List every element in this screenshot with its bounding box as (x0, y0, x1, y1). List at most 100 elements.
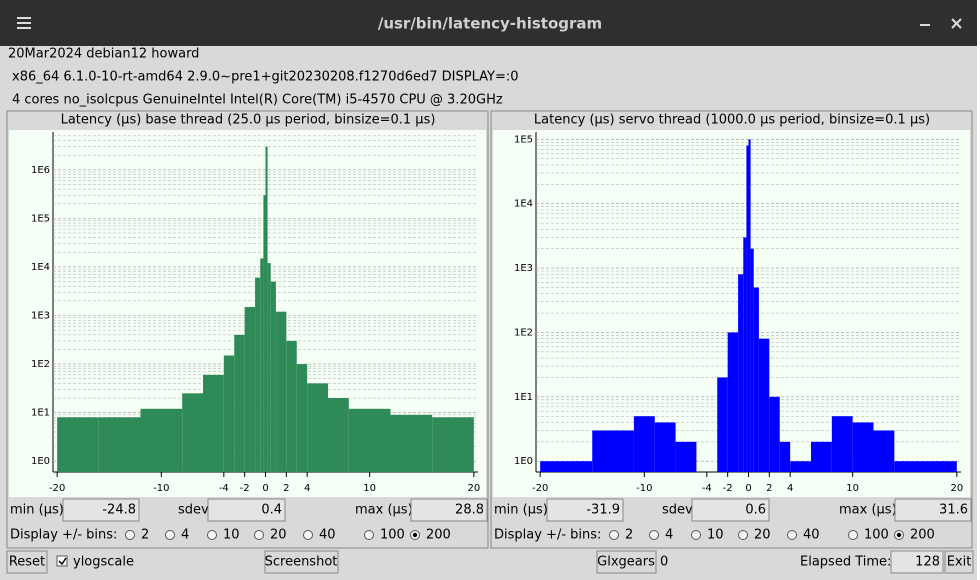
radio-button[interactable] (254, 530, 264, 540)
x-tick-label: 4 (304, 483, 310, 494)
x-tick-label: 0 (262, 483, 268, 494)
histogram-bar (873, 430, 895, 472)
radio-button[interactable] (649, 530, 659, 540)
x-tick-label: -4 (702, 483, 712, 494)
stat-label: min (µs) (494, 503, 548, 518)
stat-value: -24.8 (102, 503, 136, 518)
radio-label[interactable]: 100 (380, 528, 405, 543)
x-tick-label: -20 (532, 483, 548, 494)
stat-label: max (µs) (355, 503, 413, 518)
y-tick-label: 1E1 (31, 408, 50, 419)
histogram-bar (743, 237, 747, 472)
histogram-bar (894, 461, 957, 472)
radio-button[interactable] (165, 530, 175, 540)
y-tick-label: 1E6 (31, 165, 50, 176)
radio-dot (412, 532, 418, 538)
histogram-bar (265, 146, 268, 472)
radio-label[interactable]: 2 (141, 528, 149, 543)
histogram-bar (654, 422, 676, 472)
radio-label[interactable]: 40 (803, 528, 820, 543)
radio-label[interactable]: 40 (319, 528, 336, 543)
button-label[interactable]: Screenshot (265, 555, 338, 570)
histogram-bar (750, 248, 754, 472)
radio-button[interactable] (125, 530, 135, 540)
histogram-bar (738, 274, 744, 472)
radio-button[interactable] (738, 530, 748, 540)
radio-label[interactable]: 10 (707, 528, 724, 543)
histogram-bar (234, 334, 245, 472)
radio-label[interactable]: 4 (181, 528, 189, 543)
radio-label[interactable]: 4 (665, 528, 673, 543)
radio-label[interactable]: 100 (864, 528, 889, 543)
reset-button[interactable] (6, 550, 48, 574)
elapsed-label: Elapsed Time: (800, 555, 891, 570)
radio-button[interactable] (691, 530, 701, 540)
stat-field (546, 498, 624, 522)
x-tick-label: -2 (240, 483, 250, 494)
checkbox[interactable] (56, 555, 68, 567)
histogram-bar (779, 441, 791, 472)
histogram-bar (633, 416, 655, 472)
button-label[interactable]: Exit (947, 555, 972, 570)
y-tick-label: 1E0 (31, 456, 50, 467)
button-label[interactable]: Reset (9, 555, 45, 570)
x-tick-label: 10 (846, 483, 859, 494)
x-tick-label: 2 (766, 483, 772, 494)
histogram-bar (182, 393, 203, 472)
histogram-bar (203, 374, 224, 472)
x-tick-label: -20 (49, 483, 65, 494)
checkmark (58, 557, 67, 566)
glxgears-button[interactable] (596, 550, 657, 574)
stat-field (410, 498, 488, 522)
histogram-bar (432, 417, 474, 472)
screenshot-button[interactable] (264, 550, 339, 574)
histogram-bar (758, 338, 770, 472)
y-tick-label: 1E3 (514, 263, 533, 274)
x-tick-label: -4 (219, 483, 229, 494)
y-tick-label: 1E4 (514, 199, 533, 210)
x-tick-label: -2 (723, 483, 733, 494)
radio-button[interactable] (609, 530, 619, 540)
radio-label[interactable]: 10 (223, 528, 240, 543)
button-label[interactable]: Glxgears (597, 555, 655, 570)
checkbox-label[interactable]: ylogscale (73, 555, 134, 570)
stat-value: 0.6 (745, 503, 766, 518)
histogram-bar (852, 422, 874, 472)
menu-icon[interactable] (17, 17, 31, 29)
y-tick-label: 1E4 (31, 262, 50, 273)
stat-field (691, 498, 770, 522)
radio-button[interactable] (207, 530, 217, 540)
histogram-bar (540, 461, 593, 472)
radio-button[interactable] (364, 530, 374, 540)
stat-value: -31.9 (586, 503, 620, 518)
histogram-bar (328, 398, 349, 472)
x-tick-label: 20 (950, 483, 963, 494)
histogram-bar (223, 355, 235, 472)
histogram-bar (675, 441, 697, 472)
radio-button[interactable] (848, 530, 858, 540)
stat-label: sdev (178, 503, 209, 518)
radio-label[interactable]: 20 (754, 528, 771, 543)
stat-label: sdev (662, 503, 693, 518)
exit-button[interactable] (944, 550, 974, 574)
radio-button[interactable] (303, 530, 313, 540)
y-tick-label: 1E1 (514, 392, 533, 403)
stat-label: min (µs) (10, 503, 64, 518)
stat-field (894, 498, 972, 522)
x-tick-label: 2 (283, 483, 289, 494)
radio-button[interactable] (787, 530, 797, 540)
radio-label[interactable]: 2 (625, 528, 633, 543)
radio-label[interactable]: 200 (426, 528, 451, 543)
stat-field (62, 498, 140, 522)
histogram-bar (727, 332, 739, 472)
radio-label[interactable]: 20 (270, 528, 287, 543)
histogram-bar (255, 277, 261, 472)
window-title: /usr/bin/latency-histogram (378, 15, 602, 33)
histogram-bar (140, 408, 183, 472)
histogram-bar (390, 414, 433, 472)
radio-label[interactable]: 200 (910, 528, 935, 543)
stat-value: 31.6 (939, 503, 968, 518)
close-button[interactable] (951, 18, 962, 29)
